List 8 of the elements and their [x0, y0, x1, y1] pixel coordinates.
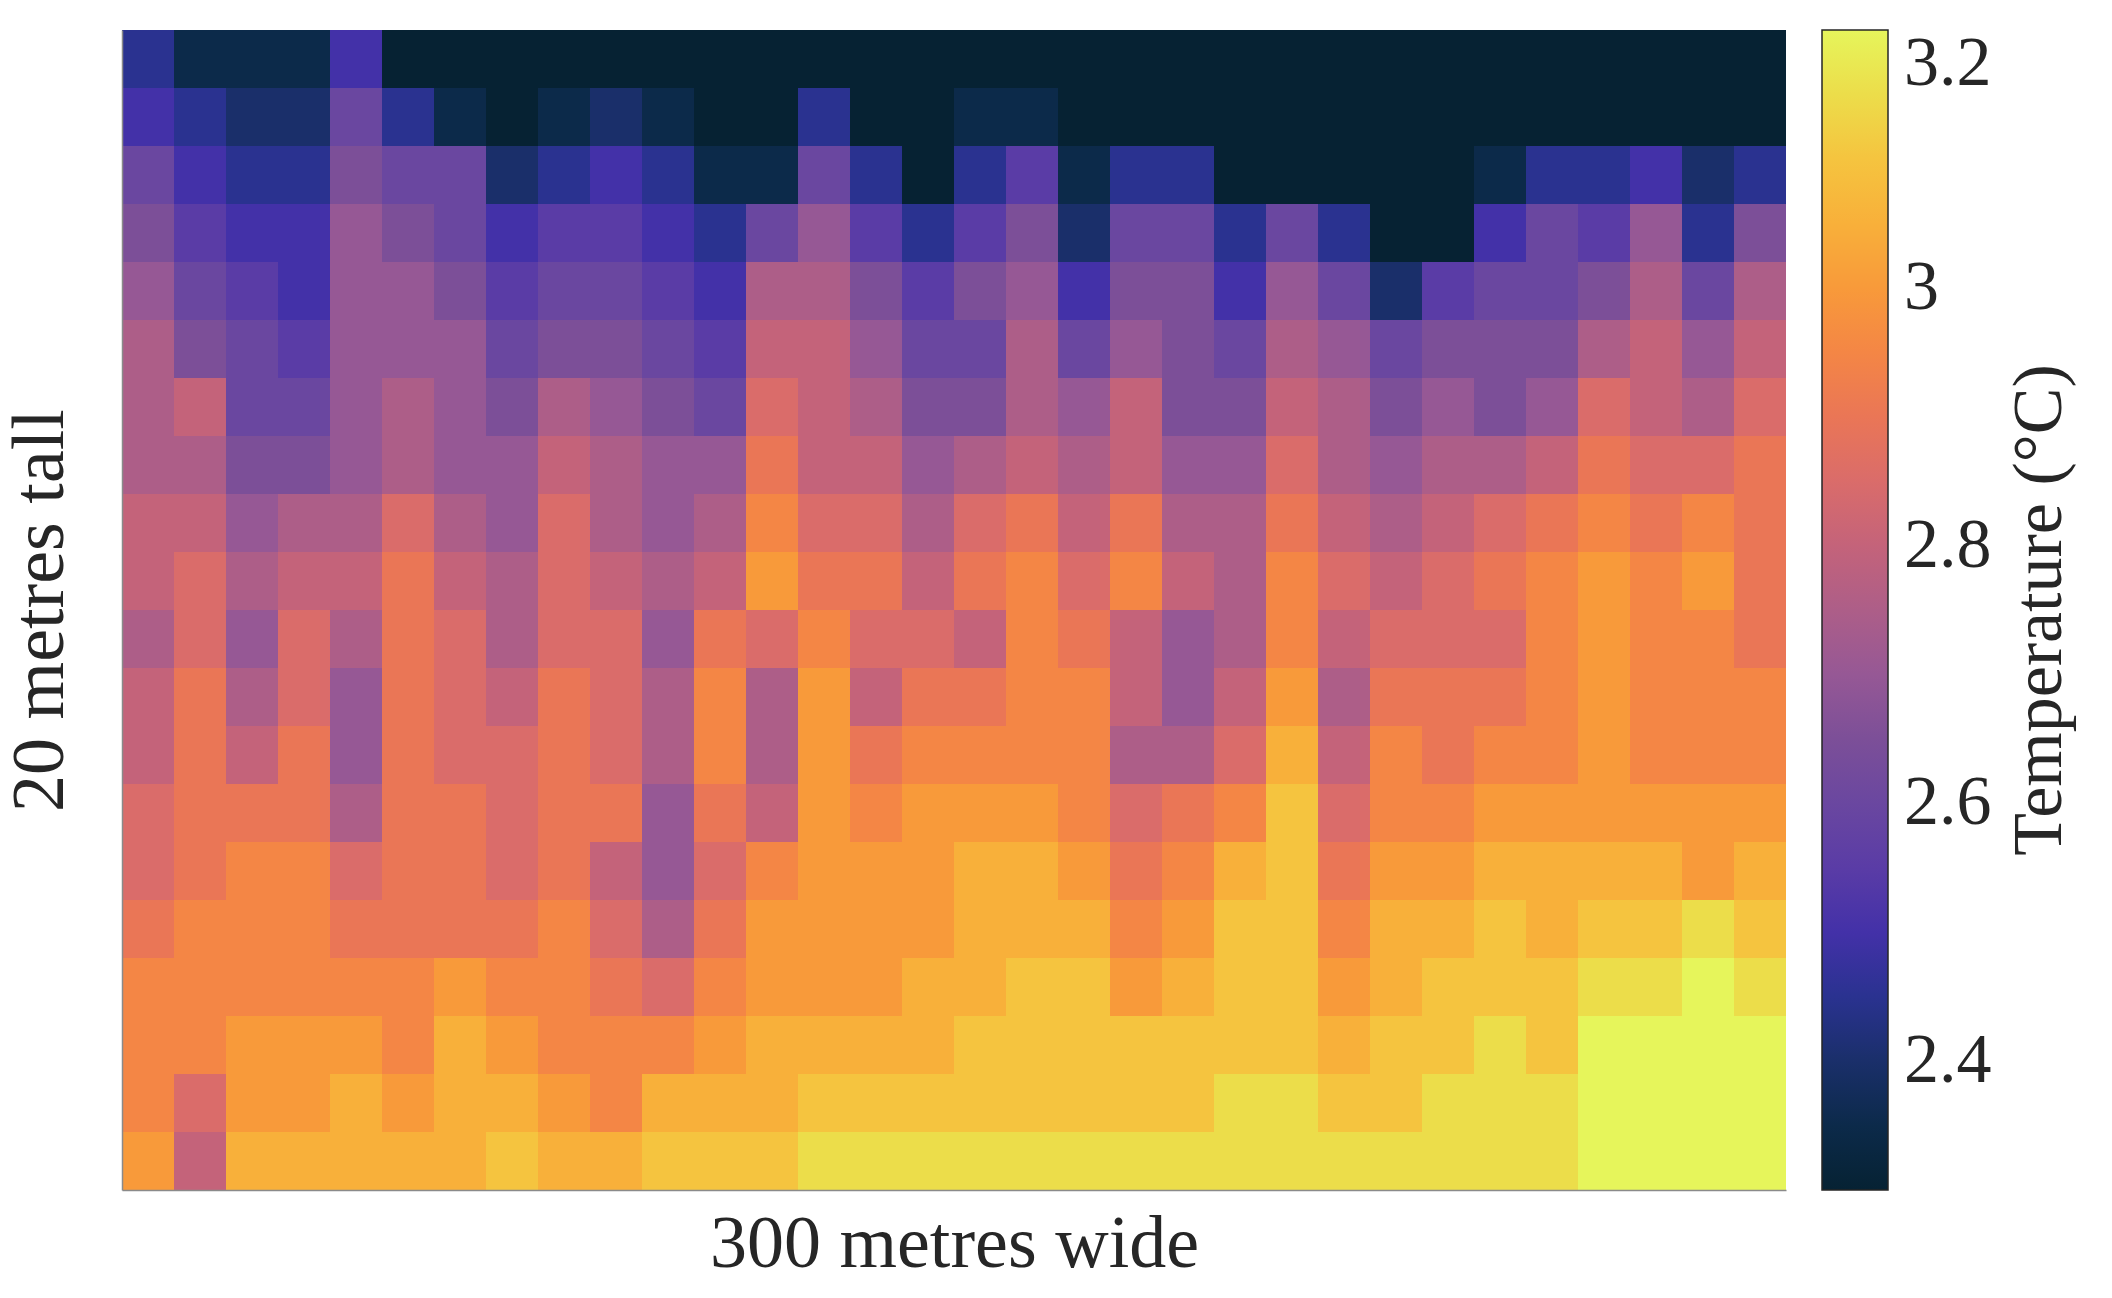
x-axis-title: 300 metres wide — [709, 1200, 1200, 1283]
color-bar-label: 3 — [1904, 246, 1939, 324]
color-bar-label: 2.4 — [1904, 1020, 1992, 1098]
y-axis-title: 20 metres tall — [0, 409, 79, 812]
color-bar-label: 3.2 — [1904, 23, 1992, 100]
color-bar-title: Temperature (°C) — [1999, 364, 2076, 856]
color-bar-label: 2.6 — [1904, 762, 1992, 840]
color-bar-label: 2.8 — [1904, 504, 1992, 582]
